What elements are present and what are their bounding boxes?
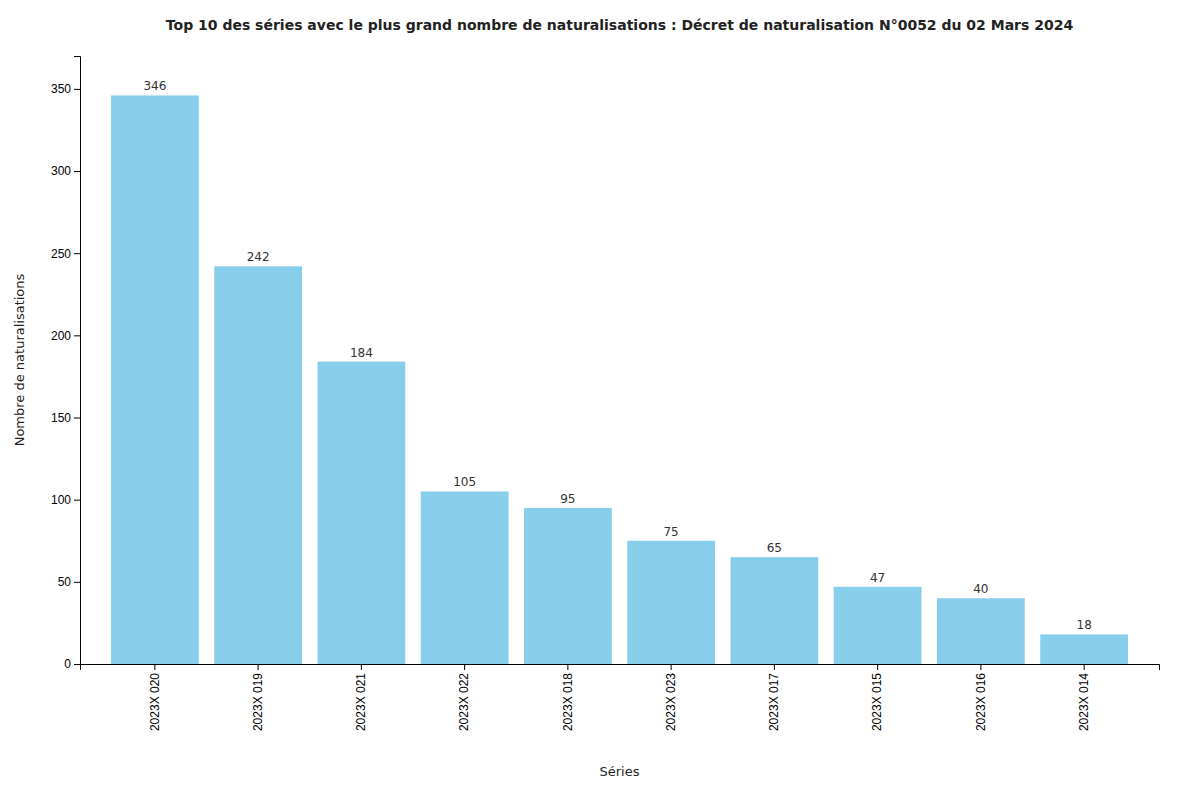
x-tick: 2023X 020 bbox=[148, 664, 162, 731]
x-tick-label: 2023X 016 bbox=[974, 673, 988, 731]
y-tick: 350 bbox=[51, 82, 80, 96]
y-tick-label: 350 bbox=[51, 82, 71, 96]
y-tick: 150 bbox=[51, 411, 80, 425]
y-tick-mark bbox=[74, 500, 80, 501]
bar bbox=[111, 95, 199, 664]
bar bbox=[834, 587, 922, 664]
y-tick-label: 50 bbox=[58, 575, 72, 589]
y-tick-mark bbox=[74, 171, 80, 172]
x-tick: 2023X 017 bbox=[767, 664, 781, 731]
x-tick-mark bbox=[980, 664, 981, 670]
plot-area: 346 242 184 105 95 75 65 47 40 18 0 50 100 150 200 250 3… bbox=[51, 57, 1160, 732]
y-tick-mark bbox=[74, 582, 80, 583]
y-tick: 50 bbox=[58, 575, 80, 589]
data-label: 47 bbox=[870, 571, 885, 585]
x-tick-mark bbox=[154, 664, 155, 670]
data-label: 346 bbox=[143, 79, 166, 93]
data-label: 95 bbox=[560, 492, 575, 506]
data-label: 75 bbox=[663, 525, 678, 539]
y-tick: 100 bbox=[51, 493, 80, 507]
data-label: 65 bbox=[767, 541, 782, 555]
y-tick: 200 bbox=[51, 329, 80, 343]
x-axis-title: Séries bbox=[600, 764, 640, 779]
x-tick-label: 2023X 020 bbox=[148, 673, 162, 731]
data-label: 184 bbox=[350, 346, 373, 360]
x-tick-mark bbox=[464, 664, 465, 670]
y-tick-label: 250 bbox=[51, 247, 71, 261]
x-axis: 2023X 020 2023X 019 2023X 021 2023X 022 2023… bbox=[81, 664, 1160, 731]
y-tick-label: 0 bbox=[64, 657, 71, 671]
bar bbox=[421, 491, 509, 664]
x-tick-label: 2023X 023 bbox=[664, 673, 678, 731]
data-labels: 346 242 184 105 95 75 65 47 40 18 bbox=[143, 79, 1091, 632]
bar bbox=[627, 541, 715, 664]
bar bbox=[524, 508, 612, 664]
x-tick-label: 2023X 017 bbox=[767, 673, 781, 731]
x-tick-label: 2023X 021 bbox=[354, 673, 368, 731]
x-tick: 2023X 018 bbox=[561, 664, 575, 731]
x-tick-mark bbox=[671, 664, 672, 670]
y-axis-line bbox=[74, 57, 81, 665]
bars bbox=[111, 95, 1128, 664]
y-tick-mark bbox=[74, 253, 80, 254]
x-tick-mark bbox=[258, 664, 259, 670]
data-label: 40 bbox=[973, 582, 988, 596]
data-label: 105 bbox=[453, 475, 476, 489]
x-tick: 2023X 016 bbox=[974, 664, 988, 731]
x-tick: 2023X 015 bbox=[870, 664, 884, 731]
y-axis: 0 50 100 150 200 250 300 350 bbox=[51, 57, 81, 672]
y-tick: 250 bbox=[51, 247, 80, 261]
y-tick-label: 100 bbox=[51, 493, 71, 507]
chart-title: Top 10 des séries avec le plus grand nom… bbox=[166, 17, 1074, 33]
y-tick-mark bbox=[74, 89, 80, 90]
x-tick-label: 2023X 019 bbox=[251, 673, 265, 731]
x-tick: 2023X 022 bbox=[457, 664, 471, 731]
bar bbox=[937, 598, 1025, 664]
x-tick-label: 2023X 018 bbox=[561, 673, 575, 731]
x-tick: 2023X 023 bbox=[664, 664, 678, 731]
bar bbox=[317, 362, 405, 664]
x-tick-mark bbox=[877, 664, 878, 670]
data-label: 242 bbox=[247, 250, 270, 264]
x-tick: 2023X 019 bbox=[251, 664, 265, 731]
x-tick: 2023X 021 bbox=[354, 664, 368, 731]
y-tick-mark bbox=[74, 664, 80, 665]
x-tick-mark bbox=[774, 664, 775, 670]
y-tick-label: 150 bbox=[51, 411, 71, 425]
data-label: 18 bbox=[1077, 618, 1092, 632]
bar bbox=[730, 557, 818, 664]
x-tick-mark bbox=[567, 664, 568, 670]
y-axis-title: Nombre de naturalisations bbox=[12, 273, 27, 446]
x-tick-label: 2023X 014 bbox=[1077, 673, 1091, 731]
bar bbox=[1040, 634, 1128, 664]
bar bbox=[214, 266, 302, 664]
x-tick-mark bbox=[1084, 664, 1085, 670]
y-tick-mark bbox=[74, 335, 80, 336]
chart-svg: 346 242 184 105 95 75 65 47 40 18 0 50 100 150 200 250 3… bbox=[0, 0, 1189, 794]
x-axis-line bbox=[81, 665, 1160, 671]
y-tick: 0 bbox=[64, 657, 80, 671]
y-tick-mark bbox=[74, 418, 80, 419]
y-tick: 300 bbox=[51, 164, 80, 178]
x-tick-mark bbox=[361, 664, 362, 670]
y-tick-label: 300 bbox=[51, 164, 71, 178]
y-tick-label: 200 bbox=[51, 329, 71, 343]
x-tick: 2023X 014 bbox=[1077, 664, 1091, 731]
x-tick-label: 2023X 015 bbox=[870, 673, 884, 731]
x-tick-label: 2023X 022 bbox=[457, 673, 471, 731]
